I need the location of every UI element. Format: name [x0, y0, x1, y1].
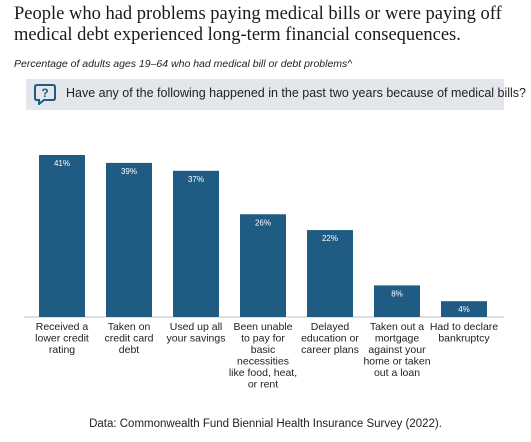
bar: [374, 285, 420, 317]
bar: [173, 170, 219, 317]
category-label: Received a lower credit rating: [35, 321, 89, 356]
chart-title: People who had problems paying medical b…: [14, 4, 502, 45]
bar: [106, 162, 152, 317]
source-note: Data: Commonwealth Fund Biennial Health …: [89, 418, 442, 430]
data-label: 41%: [54, 159, 70, 168]
question-bubble-icon: ?: [34, 84, 56, 105]
data-label: 4%: [458, 305, 470, 314]
data-label: 39%: [121, 167, 137, 176]
data-label: 26%: [255, 218, 271, 227]
chart-subtitle: Percentage of adults ages 19–64 who had …: [14, 58, 353, 70]
category-label: Had to declare bankruptcy: [430, 321, 498, 345]
category-label: Been unable to pay for basic necessities lik…: [229, 321, 297, 391]
data-label: 37%: [188, 175, 204, 184]
bar: [307, 230, 353, 317]
category-label: Taken out a mortgage against your home or t…: [363, 321, 430, 379]
bar: [240, 214, 286, 317]
data-label: 8%: [391, 289, 403, 298]
bar: [441, 301, 487, 317]
category-label: Delayed education or career plans: [301, 321, 359, 356]
category-label: Used up all your savings: [167, 321, 226, 345]
category-label: Taken on credit card debt: [104, 321, 153, 356]
svg-text:?: ?: [41, 86, 48, 100]
data-label: 22%: [322, 234, 338, 243]
bar-chart: 41% Received a lower credit rating 39% Taken …: [24, 155, 504, 391]
question-box: ? Have any of the following happened in …: [26, 79, 526, 110]
bar: [39, 155, 85, 317]
question-text: Have any of the following happened in th…: [66, 86, 527, 100]
